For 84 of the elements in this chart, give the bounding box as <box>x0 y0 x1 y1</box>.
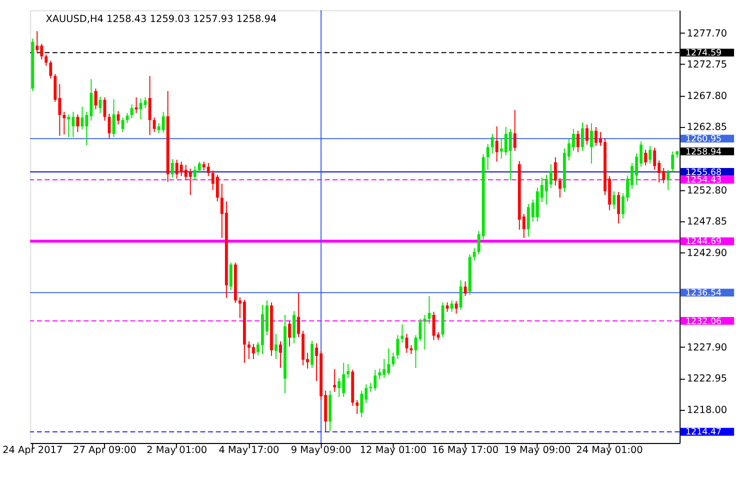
ref-line-label: 1232.06 <box>685 316 722 327</box>
candlestick <box>288 320 291 347</box>
ref-line-label: 1254.43 <box>685 176 722 186</box>
candlestick <box>581 122 584 152</box>
candlestick <box>80 106 84 130</box>
candlestick <box>653 147 656 170</box>
candlestick <box>170 158 174 178</box>
candlestick <box>274 333 278 360</box>
x-tick-label: 24 Apr 2017 <box>2 445 63 456</box>
x-tick-label: 4 May 17:00 <box>218 445 280 456</box>
candlestick <box>549 164 552 189</box>
candlestick <box>554 156 557 186</box>
candlestick <box>134 96 138 114</box>
candlestick <box>338 378 341 398</box>
candlestick <box>612 190 616 210</box>
chart-title: XAUUSD,H4 1258.43 1259.03 1257.93 1258.94 <box>46 14 277 25</box>
candlestick <box>472 248 476 262</box>
x-tick-label: 16 May 17:00 <box>432 445 499 456</box>
candlestick <box>67 114 70 138</box>
candlestick <box>558 178 562 198</box>
candlestick <box>198 161 201 174</box>
candlestick <box>333 368 336 392</box>
candlestick <box>346 364 350 378</box>
candlestick <box>206 162 210 177</box>
x-tick-label: 12 May 01:00 <box>360 445 427 456</box>
candlestick <box>297 292 300 338</box>
candlestick <box>144 96 147 109</box>
y-tick-label: 1267.80 <box>686 90 728 102</box>
candlestick <box>62 111 66 136</box>
candlestick <box>49 60 52 79</box>
candlestick <box>590 122 593 164</box>
ref-line-label: 1236.54 <box>685 288 722 299</box>
candlestick <box>671 151 674 172</box>
candlestick <box>188 168 192 196</box>
candlestick <box>666 169 670 191</box>
y-tick-label: 1277.70 <box>686 28 728 40</box>
candlestick <box>310 340 314 368</box>
y-tick-label: 1222.95 <box>686 374 728 385</box>
candlestick <box>44 54 48 66</box>
ref-line-label: 1214.47 <box>685 428 722 438</box>
x-tick-label: 2 May 01:00 <box>146 445 208 456</box>
candlestick <box>356 400 359 414</box>
candlestick <box>396 334 400 360</box>
x-tick-label: 9 May 09:00 <box>290 445 352 456</box>
candlestick <box>576 130 580 153</box>
candlestick <box>292 310 296 344</box>
ref-line-label: 1244.69 <box>685 237 722 248</box>
candlestick <box>76 114 80 133</box>
candlestick <box>392 352 395 368</box>
candlestick <box>378 368 382 380</box>
candlestick <box>490 133 494 154</box>
text: 1258.94 <box>685 147 722 158</box>
candlestick <box>586 124 588 146</box>
candlestick <box>464 281 467 296</box>
candlestick <box>36 30 39 54</box>
candlestick <box>648 145 652 164</box>
candlestick <box>229 262 232 291</box>
candlestick <box>360 390 364 418</box>
candlestick <box>148 75 152 136</box>
y-tick-label: 1252.80 <box>686 185 728 196</box>
candlestick <box>152 117 156 133</box>
candlestick <box>279 340 282 368</box>
candlestick <box>644 149 648 166</box>
y-tick-label: 1227.90 <box>686 342 728 354</box>
candlestick <box>513 109 516 152</box>
x-tick-label: 24 May 01:00 <box>576 445 643 456</box>
candlestick <box>495 126 498 162</box>
x-tick-label: 19 May 09:00 <box>504 445 571 456</box>
candlestick <box>405 333 408 354</box>
ref-line-label: 1274.59 <box>685 48 722 59</box>
y-tick-label: 1272.75 <box>686 60 728 71</box>
candlestick <box>486 144 490 170</box>
y-tick-label: 1262.85 <box>686 122 728 134</box>
ref-line-label: 1260.95 <box>685 134 722 145</box>
y-tick-label: 1218.00 <box>686 404 728 416</box>
candlestick <box>508 128 512 182</box>
x-tick-label: 27 Apr 09:00 <box>73 445 136 456</box>
y-tick-label: 1242.90 <box>686 248 728 259</box>
candlestick <box>216 174 219 202</box>
candlestick <box>617 191 620 224</box>
candlestick <box>162 111 165 134</box>
candlestick <box>400 324 404 344</box>
candlestick <box>423 314 426 350</box>
y-tick-label: 1247.85 <box>686 216 728 228</box>
